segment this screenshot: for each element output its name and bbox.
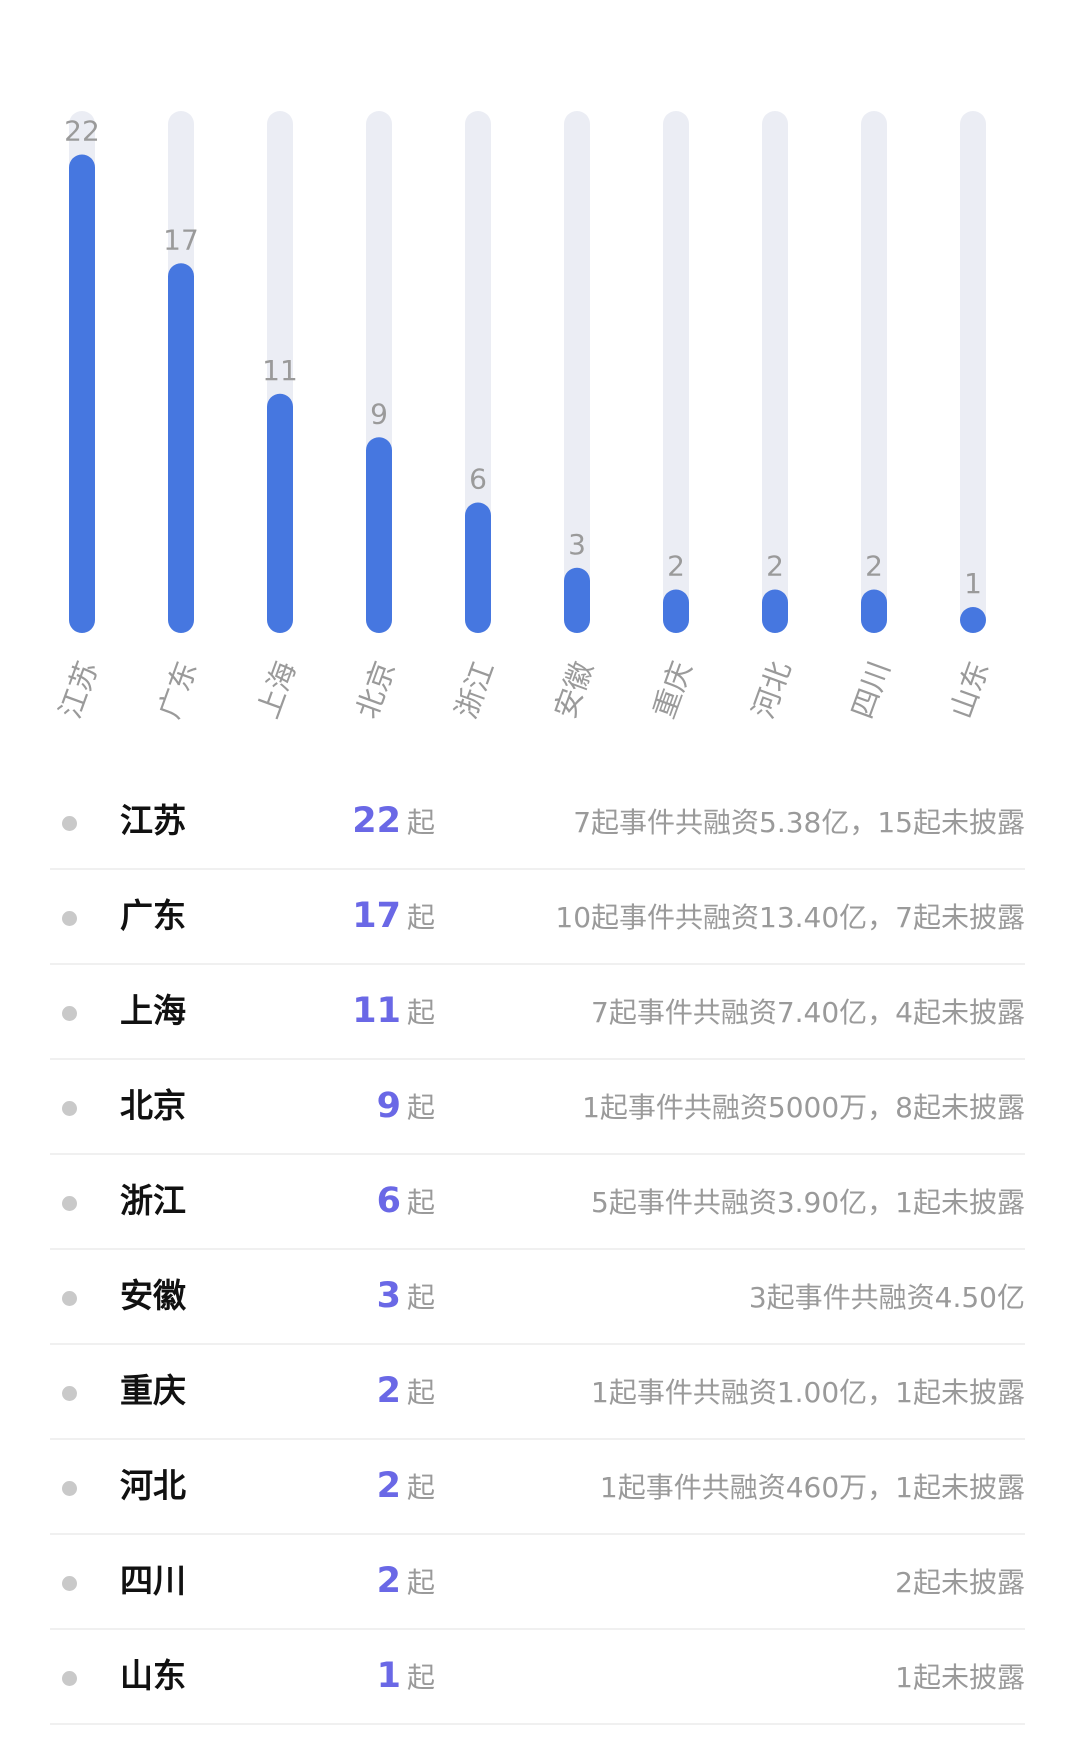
count-unit: 起: [406, 1281, 435, 1314]
bar-track: [861, 111, 887, 633]
financing-detail: 5起事件共融资3.90亿，1起未披露: [591, 1186, 1025, 1219]
event-count: 1: [376, 1656, 401, 1696]
region-name: 广东: [120, 896, 186, 935]
bullet-dot: [62, 1481, 77, 1496]
event-count: 3: [376, 1276, 401, 1316]
event-count: 22: [352, 801, 401, 841]
event-count: 2: [376, 1466, 401, 1506]
count-unit: 起: [406, 1186, 435, 1219]
ranking-list: 江苏 22 起 7起事件共融资5.38亿，15起未披露 广东 17 起 10起事件共…: [50, 775, 1025, 1725]
bar-安徽[interactable]: [564, 567, 590, 633]
x-tick-label: 重庆: [647, 657, 699, 723]
bullet-dot: [62, 1196, 77, 1211]
x-tick-label: 北京: [350, 657, 402, 723]
data-label: 2: [865, 550, 883, 583]
count-unit: 起: [406, 1566, 435, 1599]
event-count: 2: [376, 1371, 401, 1411]
count-unit: 起: [406, 1376, 435, 1409]
data-label: 9: [370, 397, 388, 430]
x-tick-label: 江苏: [53, 657, 105, 723]
financing-detail: 3起事件共融资4.50亿: [748, 1281, 1025, 1314]
x-tick-label: 四川: [845, 657, 897, 723]
financing-detail: 1起未披露: [895, 1661, 1025, 1694]
bar-浙江[interactable]: [465, 502, 491, 634]
x-tick-label: 山东: [944, 657, 996, 723]
financing-detail: 7起事件共融资7.40亿，4起未披露: [591, 996, 1025, 1029]
region-name: 江苏: [120, 801, 186, 840]
bullet-dot: [62, 1576, 77, 1591]
financing-detail: 7起事件共融资5.38亿，15起未披露: [573, 806, 1025, 839]
data-label: 2: [766, 550, 784, 583]
data-label: 1: [964, 567, 982, 600]
data-label: 17: [163, 223, 199, 256]
bar-track: [564, 111, 590, 633]
count-unit: 起: [406, 1471, 435, 1504]
count-unit: 起: [406, 996, 435, 1029]
list-item[interactable]: 江苏 22 起 7起事件共融资5.38亿，15起未披露: [50, 775, 1025, 870]
data-label: 2: [667, 550, 685, 583]
event-count: 2: [376, 1561, 401, 1601]
x-tick-label: 上海: [251, 657, 303, 723]
count-unit: 起: [406, 901, 435, 934]
financing-detail: 10起事件共融资13.40亿，7起未披露: [555, 901, 1025, 934]
bullet-dot: [62, 1291, 77, 1306]
bar-track: [663, 111, 689, 633]
event-count: 17: [352, 896, 401, 936]
bullet-dot: [62, 1386, 77, 1401]
region-name: 四川: [120, 1561, 186, 1600]
bullet-dot: [62, 911, 77, 926]
region-name: 北京: [120, 1086, 186, 1125]
region-name: 浙江: [120, 1181, 186, 1220]
bar-山东[interactable]: [960, 607, 986, 633]
x-tick-label: 河北: [746, 657, 798, 723]
bullet-dot: [62, 1671, 77, 1686]
financing-detail: 2起未披露: [895, 1566, 1025, 1599]
data-label: 22: [64, 115, 100, 148]
bar-河北[interactable]: [762, 589, 788, 634]
bar-重庆[interactable]: [663, 589, 689, 634]
bullet-dot: [62, 1006, 77, 1021]
list-item[interactable]: 上海 11 起 7起事件共融资7.40亿，4起未披露: [50, 965, 1025, 1060]
region-name: 安徽: [120, 1276, 186, 1315]
event-count: 9: [376, 1086, 401, 1126]
financing-detail: 1起事件共融资1.00亿，1起未披露: [591, 1376, 1025, 1409]
bullet-dot: [62, 1101, 77, 1116]
data-label: 3: [568, 528, 586, 561]
count-unit: 起: [406, 1091, 435, 1124]
financing-detail: 1起事件共融资460万，1起未披露: [599, 1471, 1025, 1504]
event-count: 6: [376, 1181, 401, 1221]
count-unit: 起: [406, 1661, 435, 1694]
x-tick-label: 浙江: [449, 657, 501, 723]
region-name: 山东: [120, 1656, 186, 1695]
bar-四川[interactable]: [861, 589, 887, 634]
bar-上海[interactable]: [267, 393, 293, 633]
event-count: 11: [352, 991, 401, 1031]
bullet-dot: [62, 816, 77, 831]
x-tick-label: 安徽: [548, 657, 600, 723]
region-name: 河北: [120, 1466, 186, 1505]
list-item[interactable]: 广东 17 起 10起事件共融资13.40亿，7起未披露: [50, 870, 1025, 965]
bar-广东[interactable]: [168, 263, 194, 633]
bar-track: [465, 111, 491, 633]
financing-detail: 1起事件共融资5000万，8起未披露: [582, 1091, 1025, 1124]
bar-track: [960, 111, 986, 633]
data-label: 11: [262, 354, 298, 387]
x-tick-label: 广东: [152, 657, 204, 723]
data-label: 6: [469, 463, 487, 496]
bar-北京[interactable]: [366, 437, 392, 633]
region-name: 上海: [120, 991, 186, 1030]
bar-track: [762, 111, 788, 633]
region-name: 重庆: [120, 1371, 186, 1410]
bar-江苏[interactable]: [69, 154, 95, 634]
count-unit: 起: [406, 806, 435, 839]
bar-chart: 22 江苏 17 广东 11 上海 9 北京 6 浙江 3 安徽 2 重庆 2 河北 2 四川 1 山东: [53, 111, 996, 723]
